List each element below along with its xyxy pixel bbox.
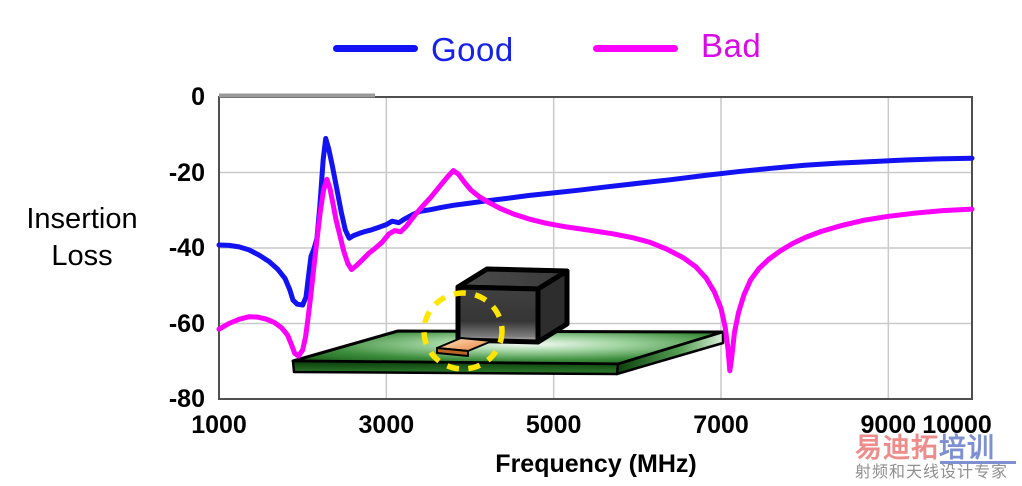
watermark-logo-part2: 培训 xyxy=(939,433,995,463)
bad-line-swatch xyxy=(593,45,678,52)
watermark-logo-part1: 易迪拓 xyxy=(855,433,939,463)
curve-good xyxy=(216,136,975,308)
solder-pad-front xyxy=(436,347,469,357)
good-line-swatch xyxy=(333,45,418,52)
highlight-dashed-circle xyxy=(421,290,505,372)
bad-legend-label: Bad xyxy=(701,27,762,64)
watermark-logo: 易迪拓培训 xyxy=(855,433,1022,463)
y-axis-title: Insertion Loss xyxy=(0,201,164,275)
y-axis-title-line2: Loss xyxy=(51,240,113,272)
data-curves xyxy=(216,136,975,374)
x-tick-label: 5000 xyxy=(525,411,582,439)
x-tick-label: 7000 xyxy=(693,411,749,439)
y-tick-label: 0 xyxy=(191,83,205,111)
curve-bad xyxy=(216,168,975,374)
pcb-right-edge xyxy=(615,330,725,376)
y-axis-title-line1: Insertion xyxy=(26,203,138,235)
y-tick-label: -20 xyxy=(168,158,205,187)
watermark: 易迪拓培训 射频和天线设计专家 xyxy=(855,433,1022,482)
x-tick-label: 10000 xyxy=(922,411,992,439)
y-tick-label: -80 xyxy=(168,385,205,413)
plot-border xyxy=(218,96,973,400)
y-tick-label: -60 xyxy=(168,309,205,338)
good-legend-label: Good xyxy=(431,31,514,68)
pcb-inset-illustration xyxy=(291,266,725,376)
y-tick-label: -40 xyxy=(168,234,205,262)
x-tick-label: 9000 xyxy=(860,411,917,439)
x-tick-label: 1000 xyxy=(191,411,247,439)
x-tick-label: 3000 xyxy=(358,411,415,439)
watermark-underline xyxy=(940,461,1016,464)
x-axis-title: Frequency (MHz) xyxy=(495,450,697,478)
watermark-subtitle: 射频和天线设计专家 xyxy=(855,464,1009,481)
